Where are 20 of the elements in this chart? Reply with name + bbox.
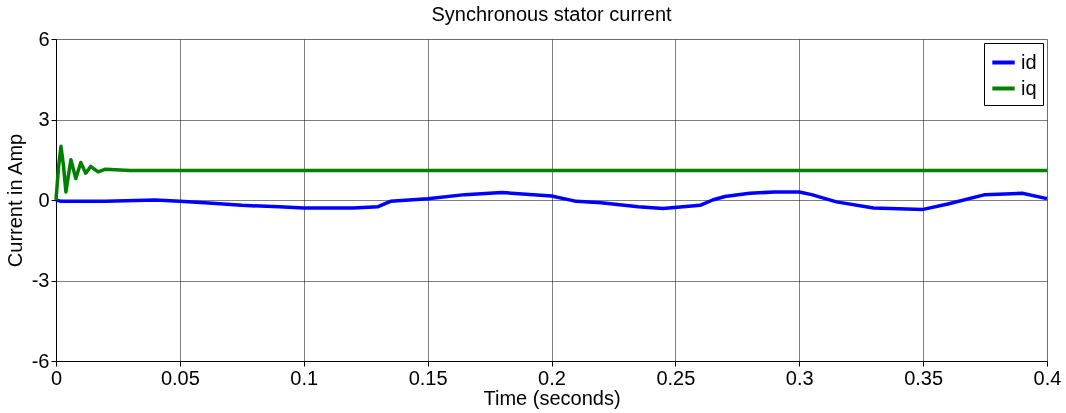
x-tick-label: 0.15 (408, 366, 448, 389)
x-tick-label: 0.3 (785, 366, 814, 389)
line-series (54, 190, 1049, 212)
x-tick-label: 0.4 (1033, 366, 1062, 389)
x-tick-label: 0.1 (290, 366, 319, 389)
x-tick-label: 0.25 (656, 366, 696, 389)
line-series (54, 144, 1049, 202)
y-tick-label: 6 (38, 27, 50, 50)
chart-title: Synchronous stator current (431, 3, 672, 25)
legend-label: iq (1021, 76, 1037, 99)
y-tick-label: -3 (31, 269, 50, 291)
y-tick-label: 0 (38, 188, 50, 211)
y-tick-label: -6 (31, 349, 50, 372)
y-tick-label: 3 (38, 108, 50, 130)
legend-label: id (1021, 50, 1037, 73)
x-axis-title: Time (seconds) (483, 386, 621, 409)
y-axis-title: Current in Amp (3, 133, 26, 268)
x-tick-label: 0.05 (160, 366, 200, 389)
x-tick-label: 0.2 (538, 366, 566, 389)
x-tick-label: 0.35 (904, 366, 944, 389)
